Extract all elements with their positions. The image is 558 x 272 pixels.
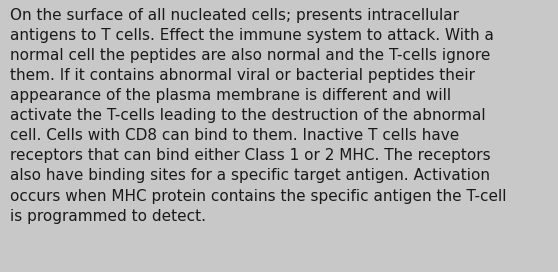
Text: On the surface of all nucleated cells; presents intracellular
antigens to T cell: On the surface of all nucleated cells; p…: [10, 8, 507, 224]
